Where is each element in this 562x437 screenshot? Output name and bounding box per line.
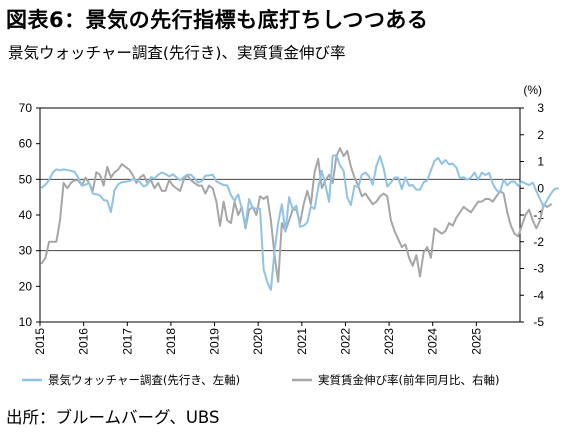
y-left-tick-label: 30 bbox=[19, 244, 33, 258]
x-tick-label: 2023 bbox=[382, 328, 396, 355]
x-tick-label: 2015 bbox=[33, 328, 47, 355]
y-left-tick-label: 70 bbox=[19, 101, 33, 115]
y-right-tick-label: 1 bbox=[537, 155, 544, 169]
x-tick-label: 2018 bbox=[164, 328, 178, 355]
x-tick-label: 2016 bbox=[77, 328, 91, 355]
chart-title: 図表6：景気の先行指標も底打ちしつつある bbox=[6, 8, 429, 32]
y-right-tick-label: -1 bbox=[533, 208, 544, 222]
y-right-tick-label: -2 bbox=[533, 235, 544, 249]
x-tick-label: 2022 bbox=[338, 328, 352, 355]
x-tick-label: 2017 bbox=[120, 328, 134, 355]
y-right-tick-label: 3 bbox=[537, 101, 544, 115]
chart-subtitle: 景気ウォッチャー調査(先行き)、実質賃金伸び率 bbox=[8, 44, 346, 62]
x-tick-label: 2019 bbox=[208, 328, 222, 355]
series-line-economy-watchers bbox=[40, 154, 560, 291]
y-right-tick-label: -5 bbox=[533, 315, 544, 329]
y-right-tick-label: 2 bbox=[537, 128, 544, 142]
x-tick-label: 2025 bbox=[469, 328, 483, 355]
x-tick-label: 2020 bbox=[251, 328, 265, 355]
y-left-tick-label: 60 bbox=[19, 137, 33, 151]
y-right-tick-label: -4 bbox=[533, 288, 544, 302]
y-right-tick-label: 0 bbox=[537, 181, 544, 195]
y-right-tick-label: -3 bbox=[533, 262, 544, 276]
x-tick-label: 2021 bbox=[295, 328, 309, 355]
y-left-tick-label: 50 bbox=[19, 172, 33, 186]
y-right-unit-label: (%) bbox=[523, 83, 542, 97]
series-line-real-wages bbox=[40, 147, 552, 283]
legend-label: 景気ウォッチャー調査(先行き、左軸) bbox=[48, 373, 240, 387]
y-left-tick-label: 20 bbox=[19, 279, 33, 293]
y-left-tick-label: 40 bbox=[19, 208, 33, 222]
y-left-tick-label: 10 bbox=[19, 315, 33, 329]
legend-label: 実質賃金伸び率(前年同月比、右軸) bbox=[318, 373, 499, 387]
x-tick-label: 2024 bbox=[426, 328, 440, 355]
source-note: 出所：ブルームバーグ、UBS bbox=[6, 408, 220, 427]
